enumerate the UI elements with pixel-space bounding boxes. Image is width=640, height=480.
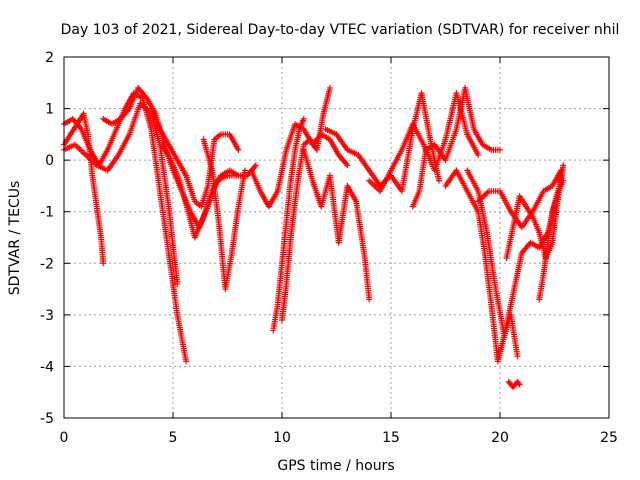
plot-frame: [63, 56, 610, 419]
data-point: [366, 296, 373, 303]
series-s11: [300, 146, 373, 303]
x-tick-label: 15: [382, 430, 400, 446]
x-tick-label: 20: [491, 430, 509, 446]
x-tick-label: 5: [169, 430, 178, 446]
data-point: [514, 353, 521, 360]
series-s16: [464, 167, 567, 339]
series-s10: [279, 84, 333, 324]
series-s14: [409, 84, 503, 210]
y-tick-label: -1: [40, 205, 54, 221]
data-point: [497, 146, 503, 153]
data-point: [516, 381, 523, 388]
data-point: [100, 260, 107, 267]
data-point: [344, 162, 351, 169]
series-s9: [270, 115, 307, 334]
data-point: [252, 162, 259, 169]
y-tick-label: -2: [40, 256, 54, 272]
y-axis-label: SDTVAR / TECUs: [7, 181, 23, 296]
data-point: [174, 280, 181, 287]
data-point: [475, 151, 482, 158]
series-s20: [536, 162, 567, 303]
data-point: [183, 358, 190, 365]
y-tick-label: 2: [45, 50, 54, 66]
data-point: [515, 380, 522, 387]
series-s12: [322, 90, 442, 195]
data-point: [300, 115, 307, 122]
series-s2: [61, 90, 190, 365]
y-tick-label: -4: [40, 359, 54, 375]
y-tick-label: 1: [45, 102, 54, 118]
series-s19: [505, 378, 523, 391]
data-point: [560, 162, 567, 169]
y-tick-label: -3: [40, 308, 54, 324]
x-tick-label: 25: [600, 430, 618, 446]
data-points: [61, 84, 567, 391]
data-point: [435, 177, 442, 184]
data-point: [235, 146, 242, 153]
data-point: [326, 84, 333, 91]
series-s7: [200, 136, 248, 293]
series-s6: [159, 141, 259, 241]
x-tick-label: 0: [60, 430, 69, 446]
series-s8: [248, 121, 351, 210]
y-tick-label: 0: [45, 153, 54, 169]
x-tick-label: 10: [273, 430, 291, 446]
chart-title: Day 103 of 2021, Sidereal Day-to-day VTE…: [61, 22, 620, 38]
data-point: [241, 167, 248, 174]
y-tick-label: -5: [40, 411, 54, 427]
x-axis-label: GPS time / hours: [277, 458, 394, 474]
series-s3: [61, 100, 181, 287]
